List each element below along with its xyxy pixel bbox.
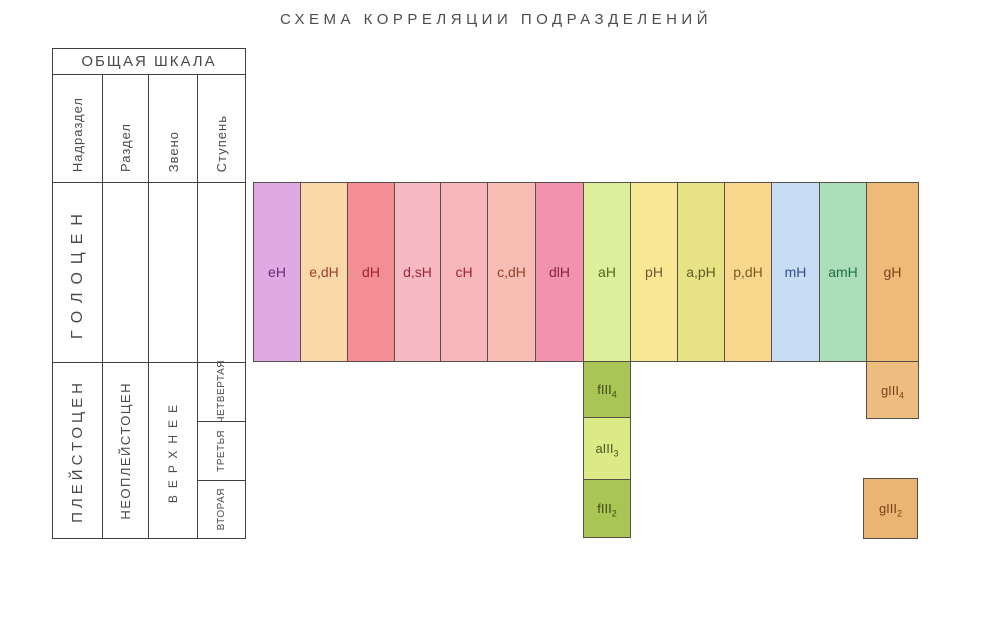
correlation-column-dsH: d,sH [394,182,441,362]
pleistocene-label: ПЛЕЙСТОЦЕН [69,378,86,523]
cell-gIII2: gIII2 [863,478,918,539]
holocene-zveno-empty-cell [148,182,198,363]
correlation-column-edH: e,dH [300,182,348,362]
cell-label: fIII2 [597,501,617,519]
cell-label-base: fIII [597,382,612,397]
correlation-column-label: dlH [548,264,570,280]
col-header-zveno: Звено [148,74,198,183]
correlation-column-label: dH [362,264,380,280]
correlation-column-dlH: dlH [535,182,584,362]
cell-label-sub: 4 [611,389,617,400]
cell-label-sub: 3 [613,448,619,459]
col-header-label: Надраздел [70,96,85,172]
cell-label-base: gIII [878,501,898,516]
cell-zveno-upper: ВЕРХНЕЕ [148,362,198,539]
col-header-nadrazdel: Надраздел [52,74,103,183]
cell-step-tretya: ТРЕТЬЯ [197,421,246,481]
correlation-column-apH: a,pH [677,182,725,362]
cell-step-vtoraya: ВТОРАЯ [197,480,246,539]
cell-label-base: gIII [880,382,900,398]
step-label: ВТОРАЯ [216,488,227,531]
col-header-label: Звено [165,130,181,172]
correlation-column-cdH: c,dH [487,182,536,362]
holocene-razdel-empty-cell [102,182,149,363]
correlation-column-aH: aH [583,182,631,362]
cell-fIII4: fIII4 [583,361,631,418]
correlation-column-eH: eH [253,182,301,362]
col-header-razdel: Раздел [102,74,149,183]
correlation-column-pH: pH [630,182,678,362]
correlation-column-label: amH [828,264,858,280]
cell-label: fIII4 [597,382,617,400]
correlation-column-label: d,sH [403,264,432,280]
cell-pleistocene: ПЛЕЙСТОЦЕН [52,362,103,539]
correlation-column-label: pH [645,264,663,280]
zveno-upper-label: ВЕРХНЕЕ [166,397,180,504]
correlation-column-label: aH [598,264,616,280]
cell-label-sub: 4 [899,390,905,401]
correlation-column-amH: amH [819,182,867,362]
cell-aIII3: aIII3 [583,417,631,480]
step-label: ТРЕТЬЯ [216,430,227,472]
cell-label-base: aIII [595,441,614,456]
cell-holocene: ГОЛОЦЕН [52,182,103,363]
col-header-label: Ступень [214,114,229,172]
correlation-column-label: mH [784,264,807,280]
correlation-column-label: gH [883,264,902,280]
cell-label: aIII3 [595,441,619,459]
cell-label-sub: 2 [897,508,903,519]
correlation-column-label: e,dH [309,264,339,280]
neopleistocene-label: НЕОПЛЕЙСТОЦЕН [118,381,133,520]
cell-gIII4: gIII4 [866,361,919,419]
correlation-column-label: eH [268,264,286,280]
correlation-column-dH: dH [347,182,395,362]
step-label: ЧЕТВЕРТАЯ [216,360,227,424]
correlation-column-label: c,dH [497,264,526,280]
cell-step-chetvertaya: ЧЕТВЕРТАЯ [197,360,246,424]
col-header-label: Раздел [118,123,133,172]
cell-label: gIII4 [880,382,905,401]
cell-label-base: fIII [597,501,612,516]
correlation-column-cH: cH [440,182,488,362]
correlation-column-pdH: p,dH [724,182,772,362]
cell-label-sub: 2 [611,508,617,519]
correlation-column-mH: mH [771,182,820,362]
holocene-label: ГОЛОЦЕН [68,205,86,340]
correlation-column-gH: gH [866,182,919,362]
cell-fIII2: fIII2 [583,479,631,538]
general-scale-header: ОБЩАЯ ШКАЛА [52,48,246,75]
correlation-column-label: cH [455,264,473,280]
holocene-stupen-empty-cell [197,182,246,363]
col-header-stupen: Ступень [197,74,246,183]
cell-neopleistocene: НЕОПЛЕЙСТОЦЕН [102,362,149,539]
correlation-column-label: a,pH [686,264,716,280]
page-title: СХЕМА КОРРЕЛЯЦИИ ПОДРАЗДЕЛЕНИЙ [279,11,712,28]
correlation-column-label: p,dH [733,264,763,280]
cell-label: gIII2 [878,501,903,519]
